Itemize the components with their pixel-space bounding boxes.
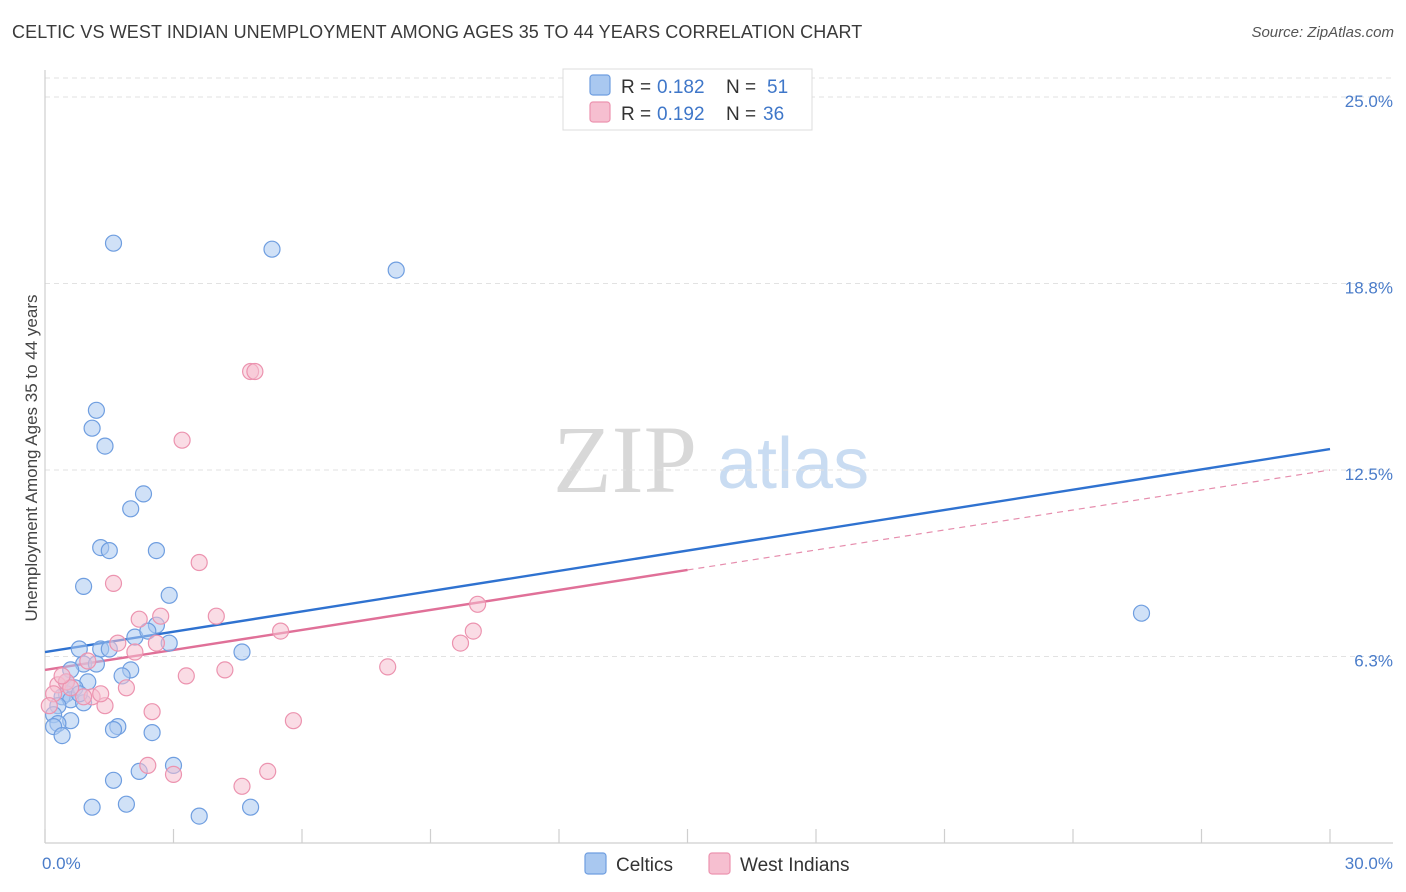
west-point-1 <box>246 362 264 381</box>
celtic-point-3 <box>87 401 106 419</box>
west-point-16 <box>379 658 397 676</box>
celtic-point-6 <box>134 485 153 503</box>
legend-west-swatch <box>589 101 611 123</box>
celtic-point-50 <box>139 622 157 640</box>
data-points <box>40 234 1151 825</box>
west-point-12 <box>147 634 165 652</box>
celtic-point-10 <box>147 541 165 560</box>
west-point-5 <box>469 595 487 613</box>
west-point-13 <box>109 634 127 652</box>
west-point-8 <box>207 607 225 625</box>
x-tick-label-left: 0.0% <box>42 854 81 873</box>
celtic-point-9 <box>100 541 118 560</box>
west-point-18 <box>177 667 195 685</box>
bottom-legend-celtic-label: Celtics <box>616 855 673 876</box>
bottom-legend-west-label: West Indians <box>740 855 849 876</box>
celtic-point-37 <box>143 723 161 742</box>
celtic-point-44 <box>242 798 260 816</box>
celtic-point-19 <box>233 643 251 661</box>
west-point-27 <box>284 712 302 730</box>
celtic-point-41 <box>104 771 123 789</box>
tick-labels: 6.3% 12.5% 18.8% 25.0% 0.0% 30.0% <box>42 92 1393 873</box>
west-point-29 <box>259 762 277 781</box>
chart-title: CELTIC VS WEST INDIAN UNEMPLOYMENT AMONG… <box>12 22 863 42</box>
celtic-point-12 <box>160 586 178 604</box>
watermark-zip: ZIP <box>553 406 697 513</box>
west-point-7 <box>130 610 148 628</box>
west-point-26 <box>143 703 161 721</box>
legend-west-n-value: 36 <box>763 104 784 125</box>
west-point-34 <box>92 685 110 703</box>
west-point-33 <box>62 679 80 697</box>
west-point-4 <box>104 574 123 593</box>
y-axis-title: Unemployment Among Ages 35 to 44 years <box>22 295 41 622</box>
west-point-6 <box>152 607 170 625</box>
celtic-point-36 <box>104 720 123 739</box>
watermark-atlas: atlas <box>717 424 869 504</box>
west-point-32 <box>40 697 58 715</box>
west-point-35 <box>53 667 71 685</box>
legend-celtic-r-value: 0.182 <box>657 77 705 98</box>
legend-celtic-n-label: N = <box>726 77 756 98</box>
west-point-30 <box>164 765 183 784</box>
celtic-point-7 <box>122 500 140 518</box>
legend-west-r-value: 0.192 <box>657 104 705 125</box>
legend: R = 0.182 N = 51 R = 0.192 N = 36 <box>562 68 813 131</box>
west-point-2 <box>173 431 191 449</box>
celtic-point-45 <box>190 807 208 825</box>
celtic-point-2 <box>387 261 405 279</box>
bottom-legend: Celtics West Indians <box>584 852 849 876</box>
celtic-point-42 <box>117 795 136 813</box>
west-point-9 <box>272 622 290 640</box>
celtic-point-4 <box>83 419 101 437</box>
west-point-24 <box>74 688 93 706</box>
west-point-10 <box>464 622 482 640</box>
celtic-trend-line <box>44 447 1331 654</box>
west-trend-line <box>44 568 688 672</box>
bottom-legend-celtic-swatch <box>584 852 607 875</box>
celtic-point-11 <box>74 577 93 596</box>
legend-celtic-r-label: R = <box>621 77 651 98</box>
y-tick-label-1: 12.5% <box>1345 465 1393 484</box>
axes <box>44 70 1393 844</box>
bottom-legend-west-swatch <box>708 852 731 875</box>
celtic-point-38 <box>53 726 71 745</box>
west-point-28 <box>139 756 157 775</box>
celtic-point-0 <box>104 234 123 252</box>
y-tick-label-2: 18.8% <box>1345 279 1393 298</box>
celtic-point-5 <box>96 437 114 455</box>
west-point-14 <box>126 643 144 661</box>
source-credit: Source: ZipAtlas.com <box>1251 24 1394 41</box>
trend-lines <box>44 447 1331 672</box>
x-tick-label-right: 30.0% <box>1345 854 1393 873</box>
west-point-31 <box>233 777 251 795</box>
celtic-point-46 <box>1132 604 1151 622</box>
celtic-point-1 <box>263 240 281 258</box>
west-point-15 <box>79 652 97 670</box>
legend-celtic-n-value: 51 <box>767 77 788 98</box>
y-tick-label-3: 25.0% <box>1345 92 1393 111</box>
west-trend-line-extension <box>687 469 1331 571</box>
west-point-17 <box>216 661 234 679</box>
legend-west-n-label: N = <box>726 104 756 125</box>
y-tick-label-0: 6.3% <box>1354 652 1393 671</box>
legend-celtic-swatch <box>589 74 611 96</box>
legend-west-r-label: R = <box>621 104 651 125</box>
celtic-point-43 <box>83 798 101 816</box>
west-point-3 <box>190 553 208 572</box>
west-point-21 <box>117 679 136 697</box>
west-point-11 <box>451 634 470 652</box>
